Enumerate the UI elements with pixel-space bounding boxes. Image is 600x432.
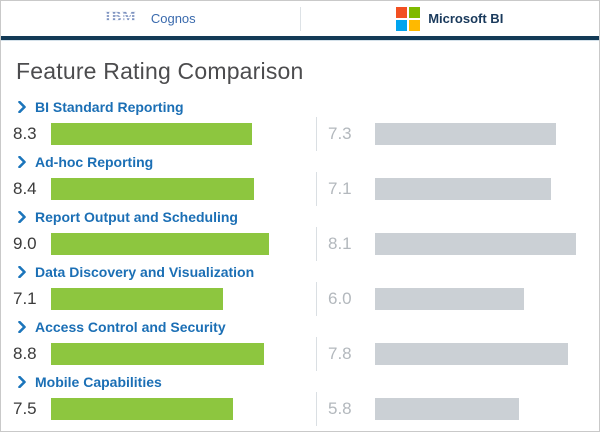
- msbi-cell: 5.8: [316, 392, 599, 426]
- feature-label[interactable]: Data Discovery and Visualization: [35, 264, 255, 280]
- msbi-bar: [375, 343, 568, 365]
- cognos-score: 8.8: [13, 344, 37, 363]
- cognos-score: 9.0: [13, 234, 37, 253]
- bars-line: 7.5 5.8: [1, 392, 599, 426]
- msbi-cell: 7.1: [316, 172, 599, 206]
- feature-row: Access Control and Security 8.8 7.8: [1, 317, 599, 372]
- chevron-right-icon[interactable]: [18, 101, 26, 113]
- feature-rows: BI Standard Reporting 8.3 7.3 Ad-hoc Report…: [1, 97, 599, 427]
- cognos-cell: 8.8: [1, 337, 316, 371]
- msbi-bar: [375, 178, 551, 200]
- brand-microsoft-bi[interactable]: Microsoft BI: [301, 6, 600, 31]
- content: Feature Rating Comparison BI Standard Re…: [1, 41, 599, 427]
- cognos-cell: 8.3: [1, 117, 316, 151]
- bars-line: 8.4 7.1: [1, 172, 599, 206]
- bars-line: 7.1 6.0: [1, 282, 599, 316]
- cognos-score: 8.3: [13, 124, 37, 143]
- cognos-bar: [51, 343, 264, 365]
- cognos-bar: [51, 398, 233, 420]
- msbi-cell: 8.1: [316, 227, 599, 261]
- feature-row: Report Output and Scheduling 9.0 8.1: [1, 207, 599, 262]
- feature-toggle[interactable]: Report Output and Scheduling: [1, 207, 599, 227]
- feature-label[interactable]: Ad-hoc Reporting: [35, 154, 154, 170]
- page-title: Feature Rating Comparison: [16, 58, 304, 84]
- msbi-score: 7.1: [328, 179, 352, 198]
- header-rule-light: [1, 40, 599, 41]
- msbi-score: 7.8: [328, 344, 352, 363]
- header: IBM Cognos Microsoft BI: [1, 1, 599, 36]
- feature-row: Ad-hoc Reporting 8.4 7.1: [1, 152, 599, 207]
- cognos-cell: 9.0: [1, 227, 316, 261]
- feature-label[interactable]: Access Control and Security: [35, 319, 226, 335]
- chevron-right-icon[interactable]: [18, 211, 26, 223]
- chevron-right-icon[interactable]: [18, 266, 26, 278]
- msbi-score: 6.0: [328, 289, 352, 308]
- cognos-bar: [51, 178, 254, 200]
- cognos-cell: 7.5: [1, 392, 316, 426]
- feature-toggle[interactable]: BI Standard Reporting: [1, 97, 599, 117]
- bars-line: 8.3 7.3: [1, 117, 599, 151]
- msbi-cell: 7.8: [316, 337, 599, 371]
- chevron-right-icon[interactable]: [18, 156, 26, 168]
- feature-toggle[interactable]: Mobile Capabilities: [1, 372, 599, 392]
- msbi-bar: [375, 233, 576, 255]
- msbi-score: 8.1: [328, 234, 352, 253]
- msbi-bar: [375, 288, 524, 310]
- cognos-cell: 7.1: [1, 282, 316, 316]
- msbi-score: 5.8: [328, 399, 352, 418]
- msbi-score: 7.3: [328, 124, 352, 143]
- feature-row: BI Standard Reporting 8.3 7.3: [1, 97, 599, 152]
- cognos-score: 7.1: [13, 289, 37, 308]
- chevron-right-icon[interactable]: [18, 321, 26, 333]
- feature-label[interactable]: BI Standard Reporting: [35, 99, 184, 115]
- feature-row: Data Discovery and Visualization 7.1 6.0: [1, 262, 599, 317]
- feature-toggle[interactable]: Ad-hoc Reporting: [1, 152, 599, 172]
- cognos-cell: 8.4: [1, 172, 316, 206]
- header-rule: [1, 36, 599, 40]
- feature-row: Mobile Capabilities 7.5 5.8: [1, 372, 599, 427]
- feature-toggle[interactable]: Access Control and Security: [1, 317, 599, 337]
- bars-line: 9.0 8.1: [1, 227, 599, 261]
- feature-toggle[interactable]: Data Discovery and Visualization: [1, 262, 599, 282]
- ibm-logo-icon: IBM: [104, 8, 143, 29]
- brand-ibm-cognos[interactable]: IBM Cognos: [1, 8, 300, 29]
- msbi-bar: [375, 398, 519, 420]
- brand-label: Microsoft BI: [428, 11, 504, 26]
- header-divider: [299, 6, 301, 31]
- cognos-score: 8.4: [13, 179, 37, 198]
- cognos-bar: [51, 288, 223, 310]
- cognos-score: 7.5: [13, 399, 37, 418]
- microsoft-logo-icon: [396, 6, 421, 31]
- bars-line: 8.8 7.8: [1, 337, 599, 371]
- cognos-bar: [51, 233, 269, 255]
- chevron-right-icon[interactable]: [18, 376, 26, 388]
- cognos-bar: [51, 123, 252, 145]
- feature-label[interactable]: Report Output and Scheduling: [35, 209, 238, 225]
- feature-label[interactable]: Mobile Capabilities: [35, 374, 162, 390]
- brand-label: Cognos: [150, 11, 196, 26]
- msbi-cell: 6.0: [316, 282, 599, 316]
- msbi-cell: 7.3: [316, 117, 599, 151]
- msbi-bar: [375, 123, 556, 145]
